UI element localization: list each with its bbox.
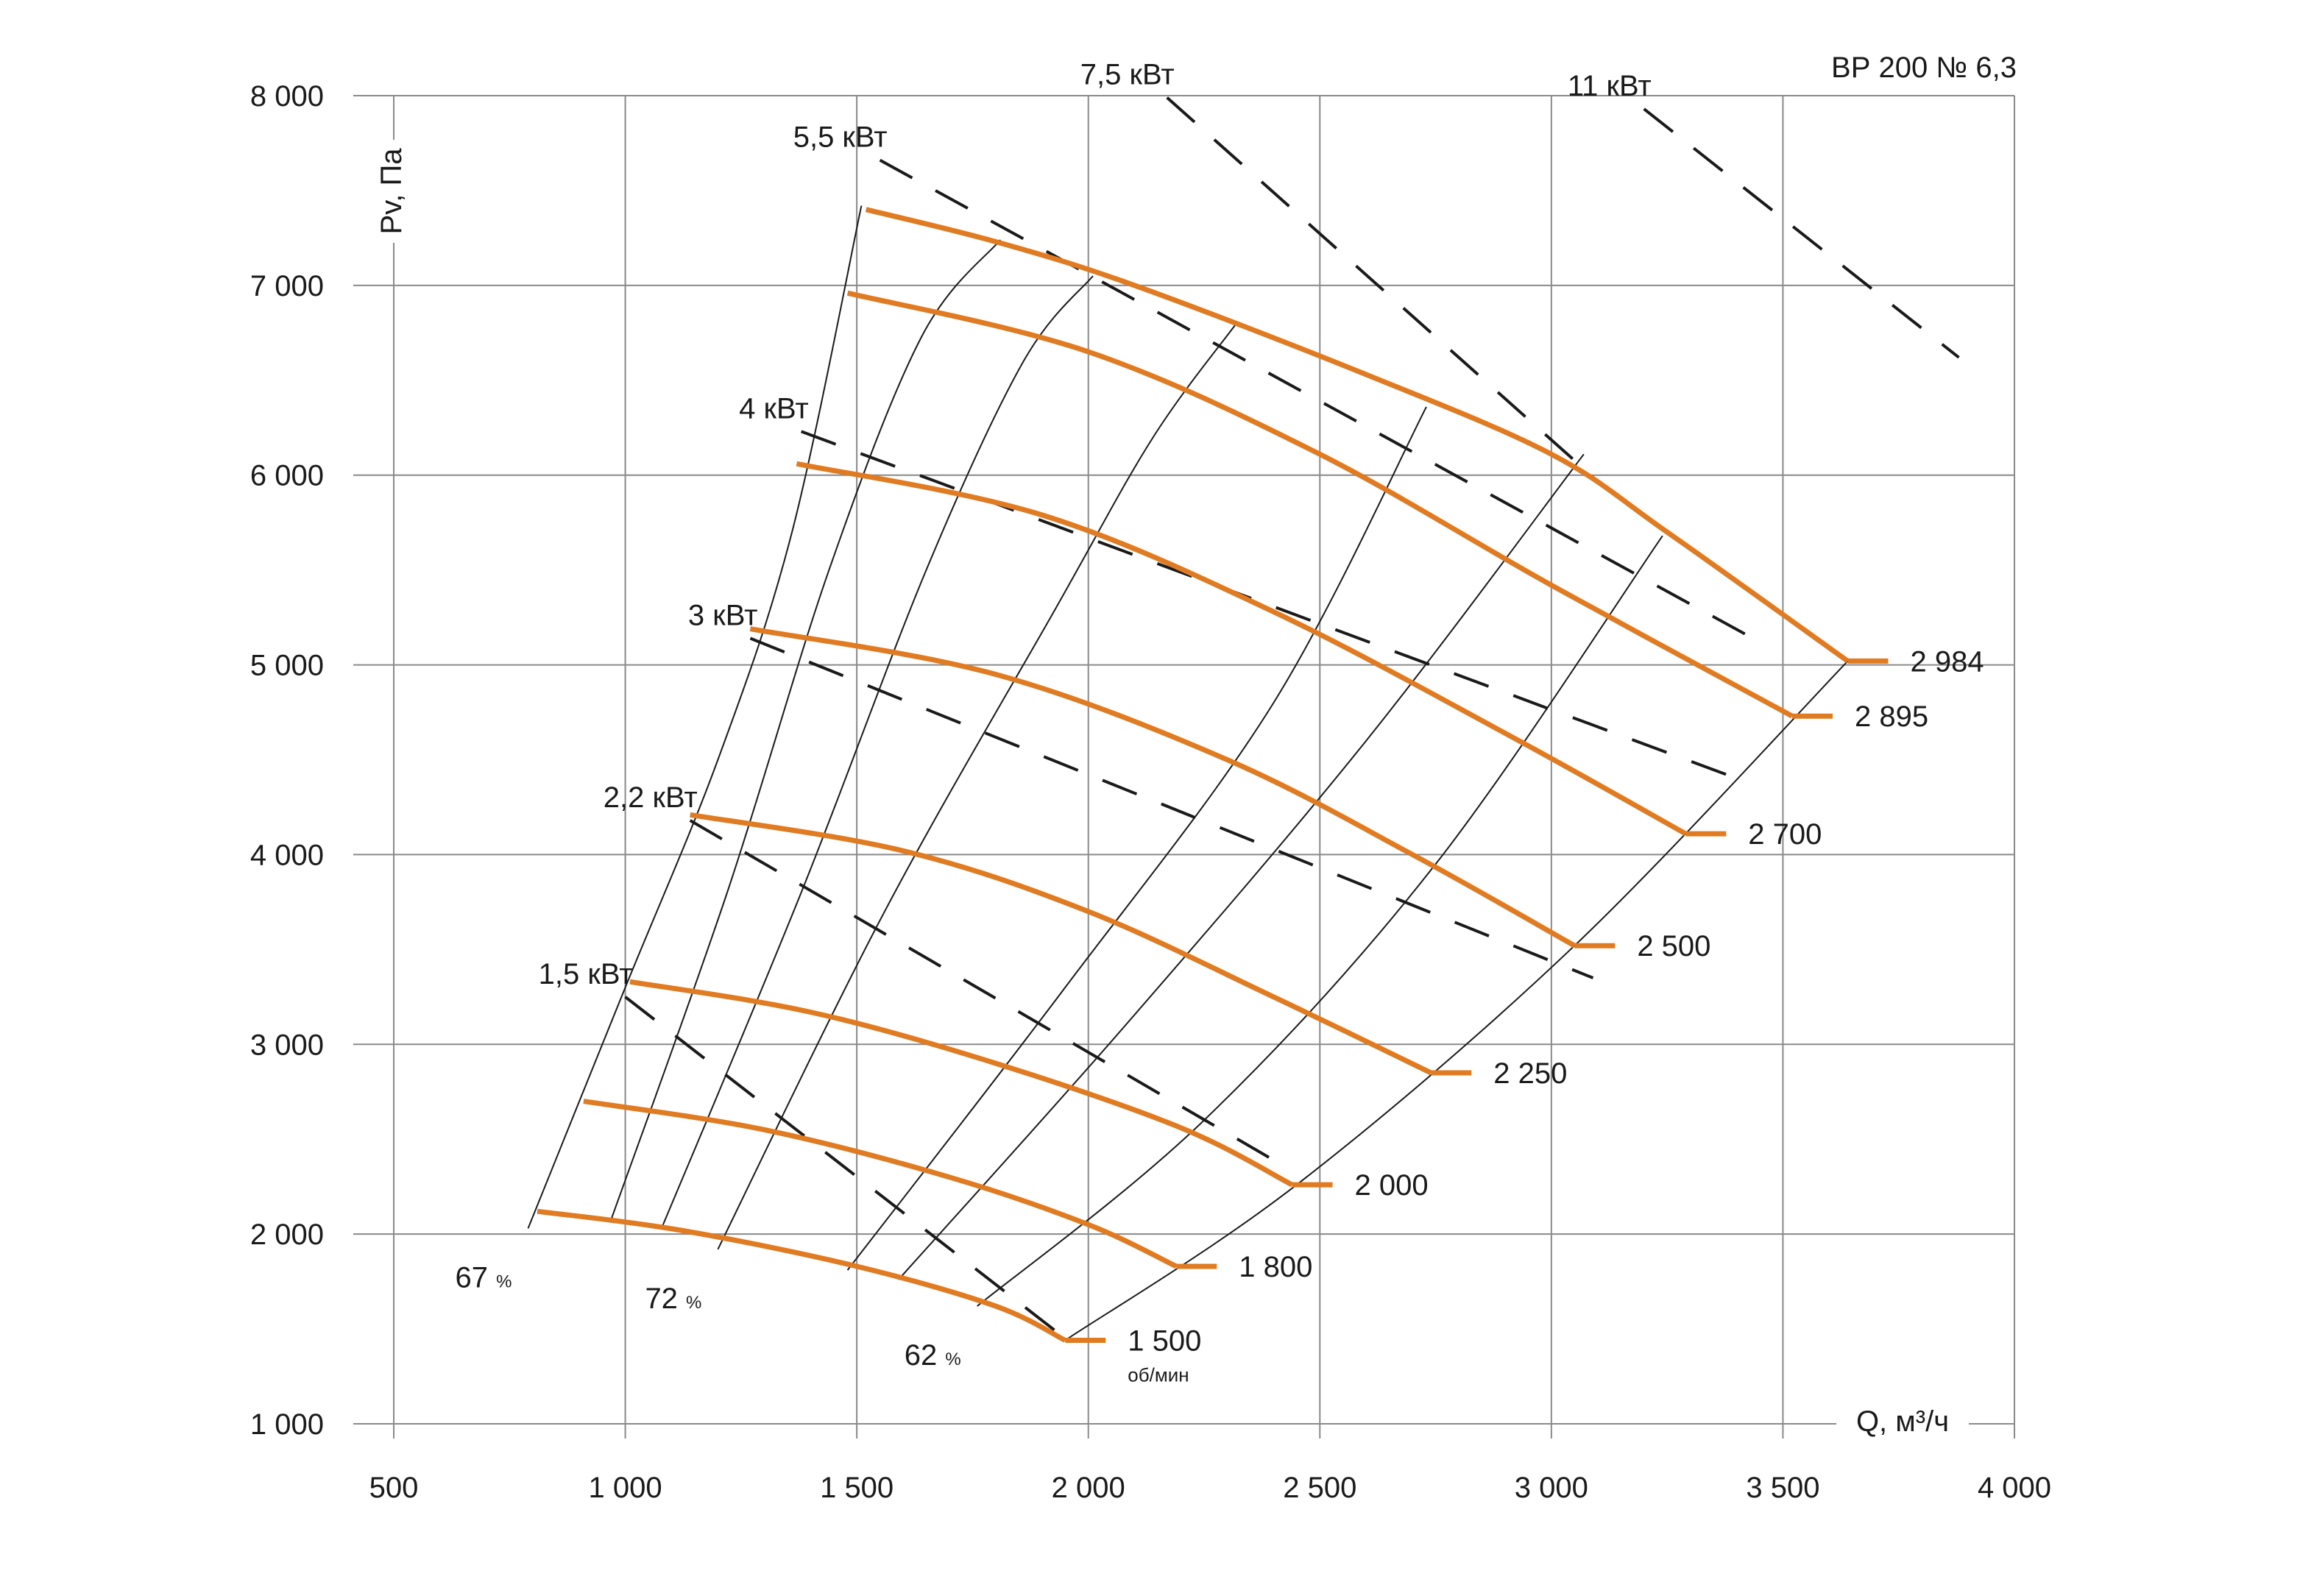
power-line (624, 996, 1066, 1340)
speed-curve (796, 461, 1688, 837)
speed-unit-label: об/мин (1128, 1364, 1189, 1386)
speed-label: 2 895 (1855, 701, 1928, 733)
speed-label: 2 984 (1911, 645, 1984, 678)
speed-curve (629, 979, 1294, 1188)
efficiency-label: 72 % (645, 1283, 701, 1315)
speed-label: 1 800 (1239, 1251, 1312, 1283)
power-label: 5,5 кВт (793, 121, 888, 154)
efficiency-label: 67 % (455, 1261, 512, 1294)
power-label: 2,2 кВт (604, 781, 698, 814)
speed-curve (846, 290, 1794, 719)
speed-label: 1 500 (1128, 1325, 1201, 1358)
power-line (1643, 107, 1960, 359)
efficiency-curve (717, 322, 1237, 1250)
efficiency-curve (846, 406, 1427, 1271)
y-tick-label: 7 000 (250, 270, 324, 302)
y-tick-label: 8 000 (250, 80, 324, 113)
x-axis-title-bg (1836, 1402, 1969, 1439)
power-label: 3 кВт (688, 599, 758, 631)
chart-title: ВР 200 № 6,3 (1831, 52, 2017, 84)
power-line (1166, 96, 1594, 478)
y-tick-label: 5 000 (250, 650, 324, 682)
speed-curve (583, 1099, 1178, 1269)
efficiency-curve (977, 535, 1663, 1307)
efficiency-label: 62 % (905, 1339, 961, 1372)
x-tick-label: 1 000 (589, 1472, 662, 1504)
x-tick-label: 4 000 (1978, 1472, 2051, 1504)
axis-ticks: 500 1 000 1 500 2 000 2 500 3 000 3 500 4 000 1 … (250, 80, 2051, 1504)
efficiency-curve (610, 239, 1001, 1219)
grid (353, 95, 2015, 1439)
y-axis-title-bg (375, 140, 410, 243)
y-axis-title-group: Pv, Па (375, 140, 410, 243)
x-tick-label: 2 500 (1283, 1472, 1356, 1504)
speed-curve (865, 207, 1850, 664)
y-tick-label: 6 000 (250, 460, 324, 492)
efficiency-curve (527, 205, 863, 1229)
power-line (800, 430, 1728, 777)
x-tick-label: 2 000 (1052, 1472, 1125, 1504)
x-axis-title: Q, м³/ч (1856, 1405, 1949, 1438)
power-label: 11 кВт (1568, 70, 1652, 102)
efficiency-curve (898, 453, 1585, 1280)
power-label: 7,5 кВт (1080, 59, 1175, 91)
y-tick-label: 1 000 (250, 1408, 324, 1441)
y-tick-label: 4 000 (250, 839, 324, 871)
efficiency-curve (661, 275, 1094, 1227)
speed-curve (749, 626, 1577, 948)
efficiency-curve (1064, 660, 1849, 1341)
efficiency-curves (527, 205, 1849, 1341)
speed-label: 2 250 (1493, 1057, 1567, 1090)
power-label: 4 кВт (739, 392, 809, 425)
power-line (689, 819, 1275, 1162)
speed-label: 2 700 (1748, 818, 1822, 851)
y-tick-label: 2 000 (250, 1219, 324, 1251)
power-line (879, 158, 1761, 644)
power-lines (624, 96, 1960, 1340)
speed-curves (537, 207, 1889, 1344)
x-tick-label: 3 000 (1515, 1472, 1588, 1504)
y-tick-label: 3 000 (250, 1029, 324, 1061)
speed-label: 2 000 (1355, 1169, 1429, 1202)
x-tick-label: 500 (369, 1472, 419, 1504)
y-axis-title: Pv, Па (375, 148, 408, 235)
curve-labels: 67 % 72 % 62 % 1,5 кВт 2,2 кВт 3 кВт 4 кВт 5,5 … (455, 59, 1984, 1386)
x-tick-label: 3 500 (1746, 1472, 1819, 1504)
x-tick-label: 1 500 (820, 1472, 894, 1504)
power-line (749, 636, 1594, 979)
speed-label: 2 500 (1637, 930, 1710, 962)
speed-curve (690, 812, 1432, 1076)
power-label: 1,5 кВт (539, 958, 633, 990)
speed-curve (537, 1208, 1066, 1343)
